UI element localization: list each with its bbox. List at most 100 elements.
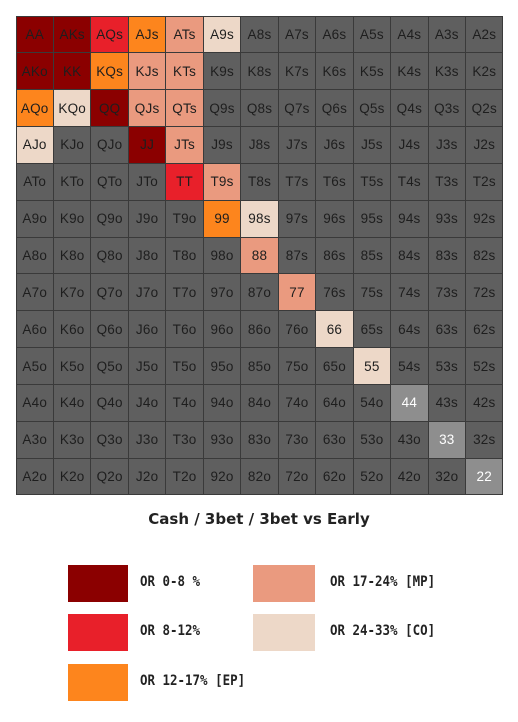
hand-cell: Q2o [91,458,128,495]
hand-cell: 75o [278,348,316,384]
legend-swatch [253,565,315,602]
hand-cell: JTs [166,127,203,163]
hand-cell: 64s [391,311,428,348]
hand-cell: Q3s [428,90,466,127]
hand-cell: Q2s [466,90,503,127]
legend-swatch [68,664,128,701]
hand-cell: 99 [203,200,241,237]
hand-cell: K2s [466,53,503,90]
hand-cell: 98s [241,200,278,237]
hand-cell: K9o [53,200,91,237]
hand-cell: 97s [278,200,316,237]
hand-cell: J2o [128,458,166,495]
hand-cell: A5s [353,16,391,53]
hand-cell: T3s [428,163,466,200]
hand-cell: J4o [128,384,166,421]
hand-cell: A2s [466,16,503,53]
hand-cell: J8s [241,127,278,163]
hand-cell: J2s [466,127,503,163]
hand-cell: 86s [316,237,353,274]
hand-cell: T5o [166,348,203,384]
hand-cell: QJs [128,90,166,127]
hand-cell: K2o [53,458,91,495]
hand-cell: K3s [428,53,466,90]
hand-cell: 73o [278,421,316,458]
hand-cell: A8s [241,16,278,53]
chart-title: Cash / 3bet / 3bet vs Early [148,510,370,528]
hand-cell: 96s [316,200,353,237]
legend-swatch [68,565,128,602]
hand-cell: 95s [353,200,391,237]
hand-cell: 65s [353,311,391,348]
hand-cell: 63o [316,421,353,458]
hand-cell: Q5s [353,90,391,127]
hand-cell: 63s [428,311,466,348]
hand-cell: 86o [241,311,278,348]
hand-cell: Q6s [316,90,353,127]
legend-label: OR 17-24% [MP] [330,574,436,590]
hand-cell: AKo [16,53,53,90]
hand-cell: 22 [466,458,503,495]
hand-cell: 94s [391,200,428,237]
hand-cell: 92o [203,458,241,495]
hand-cell: 42s [466,384,503,421]
hand-cell: T7o [166,274,203,311]
hand-cell: 32o [428,458,466,495]
hand-cell: K8o [53,237,91,274]
hand-cell: A5o [16,348,53,384]
hand-cell: J3s [428,127,466,163]
hand-cell: A7s [278,16,316,53]
hand-cell: K8s [241,53,278,90]
hand-cell: Q5o [91,348,128,384]
hand-cell: 88 [241,237,278,274]
hand-cell: T2s [466,163,503,200]
hand-cell: J8o [128,237,166,274]
hand-cell: K7o [53,274,91,311]
hand-cell: 77 [278,274,316,311]
hand-cell: 73s [428,274,466,311]
hand-cell: T5s [353,163,391,200]
hand-cell: J5o [128,348,166,384]
hand-cell: 65o [316,348,353,384]
hand-cell: K3o [53,421,91,458]
hand-cell: A6s [316,16,353,53]
hand-cell: 55 [353,348,391,384]
hand-cell: 52s [466,348,503,384]
hand-cell: 83o [241,421,278,458]
hand-cell: 85s [353,237,391,274]
hand-cell: K9s [203,53,241,90]
hand-cell: 43o [391,421,428,458]
hand-cell: 62s [466,311,503,348]
hand-cell: T6o [166,311,203,348]
hand-cell: J7o [128,274,166,311]
hand-cell: J9o [128,200,166,237]
hand-cell: JTo [128,163,166,200]
hand-cell: A3s [428,16,466,53]
hand-cell: Q4s [391,90,428,127]
hand-cell: 74s [391,274,428,311]
hand-cell: KQo [53,90,91,127]
hand-cell: 53o [353,421,391,458]
hand-cell: QTo [91,163,128,200]
hand-cell: 94o [203,384,241,421]
hand-cell: 33 [428,421,466,458]
hand-cell: KTo [53,163,91,200]
hand-cell: Q3o [91,421,128,458]
legend-swatch [68,614,128,651]
hand-cell: J6o [128,311,166,348]
hand-cell: 92s [466,200,503,237]
hand-cell: 87s [278,237,316,274]
hand-cell: Q7o [91,274,128,311]
hand-cell: 97o [203,274,241,311]
hand-cell: T2o [166,458,203,495]
hand-cell: T7s [278,163,316,200]
hand-cell: 72s [466,274,503,311]
hand-cell: 84o [241,384,278,421]
hand-cell: 54s [391,348,428,384]
hand-cell: 72o [278,458,316,495]
hand-cell: QQ [91,90,128,127]
legend-label: OR 0-8 % [140,574,201,590]
hand-cell: K6o [53,311,91,348]
hand-cell: T4s [391,163,428,200]
hand-cell: A4o [16,384,53,421]
